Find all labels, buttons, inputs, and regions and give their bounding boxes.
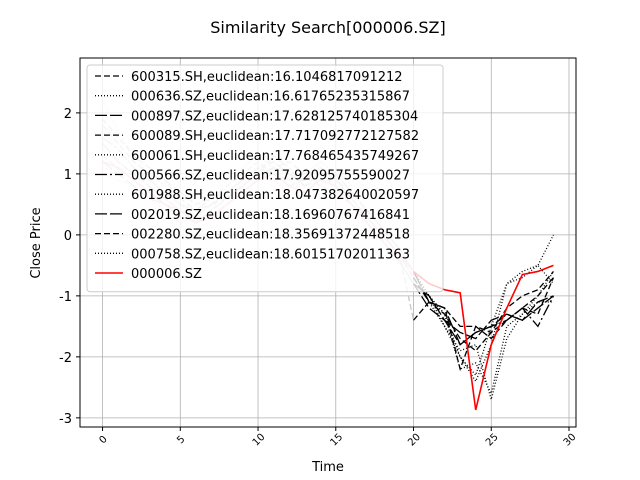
chart-title: Similarity Search[000006.SZ] <box>210 18 445 37</box>
y-tick-label: -1 <box>59 290 72 305</box>
axes-frame <box>79 57 577 428</box>
legend-entry: 000006.SZ <box>131 267 202 282</box>
legend-entry: 000897.SZ,euclidean:17.628125740185304 <box>131 109 418 124</box>
x-axis-label: Time <box>311 460 344 475</box>
y-tick-label: -3 <box>59 412 72 427</box>
y-axis-label: Close Price <box>29 207 44 278</box>
legend-entry: 600089.SH,euclidean:17.717092772127582 <box>131 129 419 144</box>
legend-entry: 002019.SZ,euclidean:18.16960767416841 <box>131 208 410 223</box>
series-line-9 <box>412 264 554 383</box>
legend-entry: 600061.SH,euclidean:17.768465435749267 <box>131 149 419 164</box>
legend-entry: 601988.SH,euclidean:18.047382640020597 <box>131 188 419 203</box>
legend-entry: 002280.SZ,euclidean:18.35691372448518 <box>131 228 410 243</box>
legend-entry: 000636.SZ,euclidean:16.61765235315867 <box>131 90 410 105</box>
series-line-8 <box>413 271 554 372</box>
legend-entry: 000566.SZ,euclidean:17.92095755590027 <box>131 169 410 184</box>
series-line-1 <box>412 234 555 377</box>
y-tick-label: 0 <box>64 229 72 244</box>
y-tick-label: -2 <box>59 351 72 366</box>
legend: 600315.SH,euclidean:16.1046817091212 0006… <box>86 64 444 293</box>
series-line-6 <box>412 277 554 403</box>
legend-entry: 000758.SZ,euclidean:18.60151702011363 <box>131 247 410 262</box>
series-line-3 <box>412 271 555 340</box>
series-line-4 <box>412 271 555 396</box>
legend-entry: 600315.SH,euclidean:16.1046817091212 <box>131 70 403 85</box>
y-tick-label: 1 <box>64 168 72 183</box>
y-tick-label: 2 <box>64 107 72 122</box>
legend-box <box>86 64 444 293</box>
